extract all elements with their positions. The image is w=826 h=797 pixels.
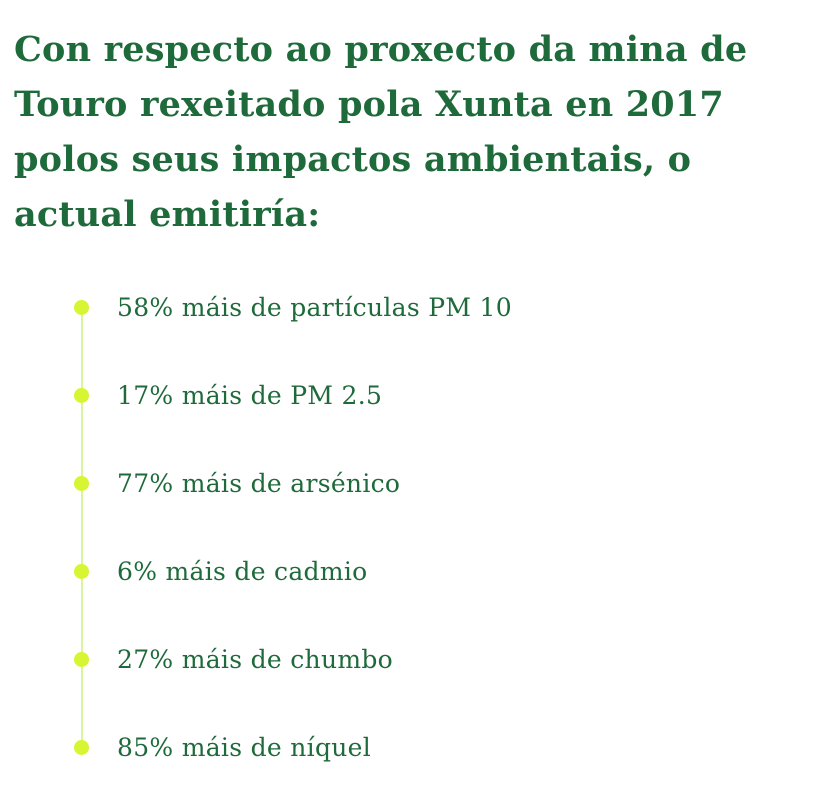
heading: Con respecto ao proxecto da mina de Tour…	[14, 29, 748, 235]
list-item: 58% máis de partículas PM 10	[74, 292, 512, 322]
list-item-label: 77% máis de arsénico	[117, 468, 401, 498]
bullet-dot-icon	[74, 299, 89, 315]
bullet-dot-icon	[74, 651, 89, 667]
bullet-dot-icon	[74, 475, 89, 491]
list-item-label: 17% máis de PM 2.5	[117, 380, 383, 410]
list-item: 85% máis de níquel	[74, 732, 371, 762]
list-item-label: 27% máis de chumbo	[117, 644, 394, 674]
list-item-label: 58% máis de partículas PM 10	[117, 292, 512, 322]
list-item-label: 85% máis de níquel	[117, 732, 372, 762]
list-item-label: 6% máis de cadmio	[117, 556, 368, 586]
bullet-dot-icon	[74, 387, 89, 403]
list-item: 27% máis de chumbo	[74, 644, 393, 674]
timeline-line	[81, 307, 83, 747]
list-item: 17% máis de PM 2.5	[74, 380, 382, 410]
list-item: 77% máis de arsénico	[74, 468, 400, 498]
list-item: 6% máis de cadmio	[74, 556, 368, 586]
bullet-dot-icon	[74, 563, 89, 579]
bullet-dot-icon	[74, 739, 89, 755]
